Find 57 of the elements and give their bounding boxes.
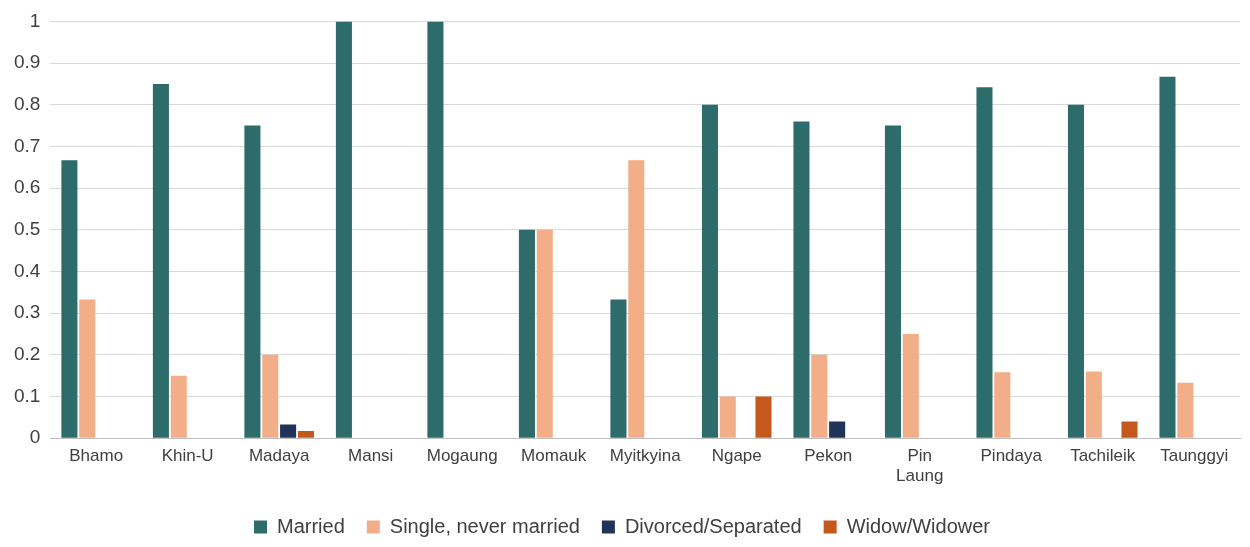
bar [884, 125, 901, 438]
y-tick-label: 0 [29, 426, 41, 448]
x-tick-label: Mansi [348, 446, 394, 466]
bar [902, 334, 919, 438]
x-tick-label: Momauk [521, 446, 587, 466]
legend-label: Married [277, 514, 345, 537]
bar [811, 354, 828, 438]
x-tick-label: Bhamo [69, 446, 124, 466]
bar [518, 229, 535, 438]
y-tick-label: 0.6 [13, 176, 41, 198]
bar [152, 83, 169, 438]
bar [297, 431, 314, 438]
x-tick-label: Ngape [711, 446, 762, 466]
bar [335, 21, 352, 438]
x-tick-label: Taunggyi [1160, 446, 1229, 466]
y-tick-label: 1 [29, 9, 41, 31]
bar [1177, 382, 1194, 438]
bar [994, 372, 1011, 438]
x-tick-label: Pin Laung [896, 446, 944, 486]
x-tick-label: Madaya [248, 446, 310, 466]
bar [628, 160, 645, 438]
bar [1121, 421, 1138, 438]
x-tick-label: Pekon [804, 446, 853, 466]
bar [1159, 76, 1176, 438]
y-tick-label: 0.2 [13, 343, 41, 365]
y-tick-label: 0.8 [13, 92, 41, 114]
y-tick-label: 0.5 [13, 218, 41, 240]
bar [244, 125, 261, 438]
bar [280, 424, 297, 438]
bar [1085, 371, 1102, 438]
legend-label: Single, never married [389, 514, 580, 537]
bar [427, 21, 444, 438]
x-tick-label: Mogaung [426, 446, 498, 466]
legend-label: Widow/Widower [846, 514, 991, 537]
bar [536, 229, 553, 438]
y-tick-label: 0.3 [13, 301, 41, 323]
bar [755, 396, 772, 438]
y-tick-label: 0.1 [13, 384, 41, 406]
bar [719, 396, 736, 438]
bar [976, 87, 993, 438]
y-tick-label: 0.7 [13, 134, 41, 156]
bar [829, 421, 846, 438]
bar [701, 104, 718, 438]
bar [262, 354, 279, 438]
x-tick-label: Tachileik [1070, 446, 1136, 466]
bar [610, 299, 627, 438]
x-tick-label: Myitkyina [609, 446, 682, 466]
y-tick-label: 0.4 [13, 259, 41, 281]
bar [793, 121, 810, 438]
y-tick-label: 0.9 [13, 51, 41, 73]
x-tick-label: Pindaya [980, 446, 1043, 466]
bar [170, 375, 187, 438]
bar [1067, 104, 1084, 438]
bar [79, 299, 96, 438]
x-tick-label: Khin-U [161, 446, 214, 466]
bar [61, 160, 78, 438]
legend-label: Divorced/Separated [624, 514, 802, 537]
